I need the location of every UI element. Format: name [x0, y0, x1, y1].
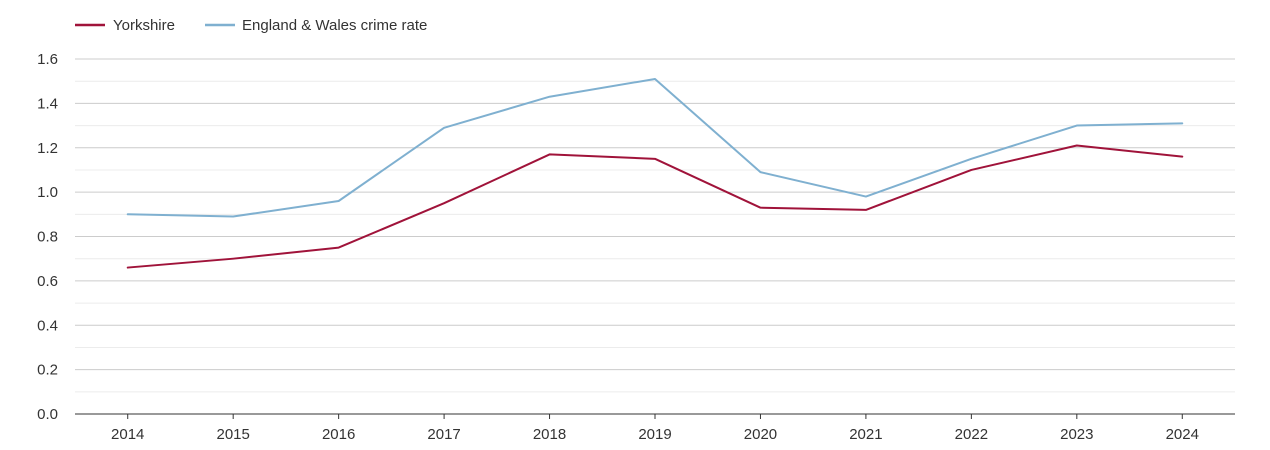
- x-tick-label: 2023: [1060, 426, 1093, 443]
- x-tick-label: 2017: [427, 426, 460, 443]
- x-tick-label: 2024: [1166, 426, 1199, 443]
- x-tick-label: 2021: [849, 426, 882, 443]
- x-axis-tick-labels: 2014 2015 2016 2017 2018 2019 2020 2021 2022 2023…: [111, 414, 1199, 443]
- x-tick-label: 2014: [111, 426, 144, 443]
- series-line-yorkshire[interactable]: [126, 144, 1184, 269]
- y-tick-label: 0.4: [37, 317, 58, 334]
- x-tick-label: 2015: [216, 426, 249, 443]
- legend: Yorkshire England & Wales crime rate: [75, 17, 427, 34]
- y-axis-tick-labels: 0.0 0.2 0.4 0.6 0.8 1.0 1.2 1.4 1.6: [37, 51, 58, 423]
- x-tick-label: 2022: [955, 426, 988, 443]
- legend-label-yorkshire[interactable]: Yorkshire: [113, 17, 175, 34]
- y-tick-label: 1.4: [37, 95, 58, 112]
- series-line-england-wales[interactable]: [126, 77, 1184, 218]
- y-tick-label: 0.6: [37, 273, 58, 290]
- x-tick-label: 2018: [533, 426, 566, 443]
- legend-label-england-wales[interactable]: England & Wales crime rate: [242, 17, 427, 34]
- y-tick-label: 1.0: [37, 184, 58, 201]
- x-tick-label: 2020: [744, 426, 777, 443]
- series-lines: [126, 77, 1184, 269]
- y-tick-label: 0.2: [37, 362, 58, 379]
- y-tick-label: 0.8: [37, 229, 58, 246]
- grid-lines: [75, 58, 1235, 393]
- y-tick-label: 1.2: [37, 140, 58, 157]
- x-tick-label: 2016: [322, 426, 355, 443]
- y-tick-label: 0.0: [37, 406, 58, 423]
- x-tick-label: 2019: [638, 426, 671, 443]
- y-tick-label: 1.6: [37, 51, 58, 68]
